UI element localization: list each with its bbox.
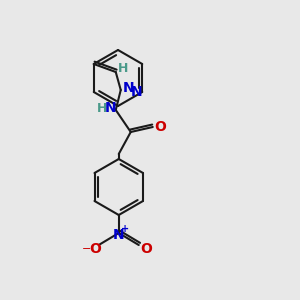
Text: O: O [140,242,152,256]
Text: +: + [121,224,129,234]
Text: N: N [105,101,117,115]
Text: N: N [123,81,135,95]
Text: H: H [97,101,107,115]
Text: H: H [118,61,128,74]
Text: O: O [89,242,101,256]
Text: O: O [154,120,166,134]
Text: N: N [130,85,142,99]
Text: −: − [82,244,92,254]
Text: N: N [113,228,124,242]
